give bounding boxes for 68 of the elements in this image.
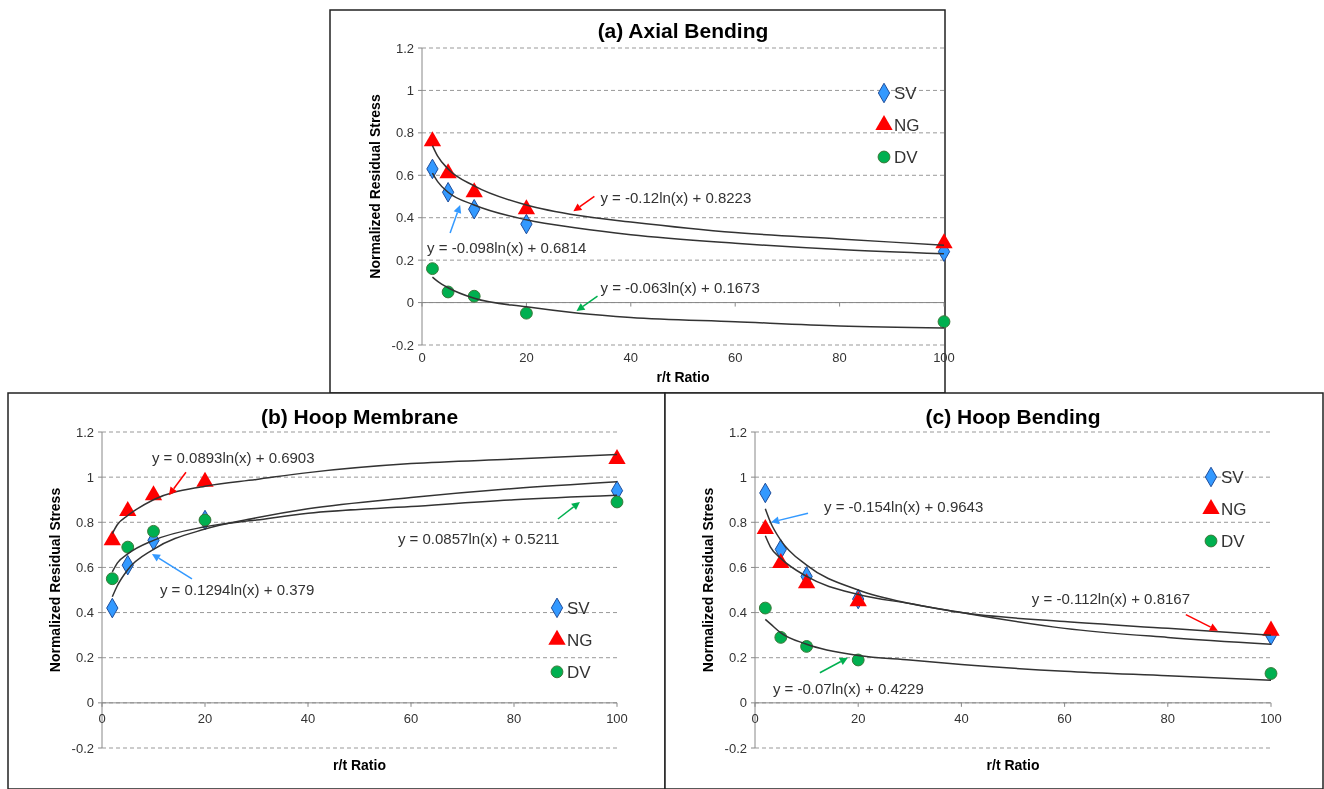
y-tick-label: 0.4 [395, 210, 414, 226]
annotation: y = 0.0893ln(x) + 0.6903 [151, 449, 315, 467]
y-tick-label: 0 [86, 695, 94, 711]
x-tick-label: 40 [300, 710, 316, 726]
legend-label: DV [1221, 532, 1246, 551]
x-tick-label: 0 [751, 710, 759, 726]
legend-label: SV [894, 84, 918, 103]
y-tick-label: 0.2 [395, 252, 414, 268]
x-tick-label: 80 [832, 350, 847, 365]
x-tick-label: 60 [727, 350, 743, 365]
y-tick-label: 0.8 [75, 514, 94, 530]
chart-title: (b) Hoop Membrane [260, 405, 459, 428]
y-axis-title: Normalized Residual Stress [367, 94, 383, 279]
legend-label: DV [567, 662, 592, 682]
x-tick-label: 20 [197, 710, 213, 726]
x-tick-label: 60 [1057, 710, 1072, 726]
x-tick-label: 20 [519, 350, 534, 365]
x-tick-label: 20 [850, 710, 866, 726]
y-tick-label: 0.6 [728, 559, 747, 575]
x-tick-label: 80 [1160, 710, 1176, 726]
y-tick-label: 0.8 [728, 514, 747, 530]
y-tick-label: 0 [739, 695, 747, 711]
y-tick-label: -0.2 [391, 337, 414, 353]
y-axis-title: Normalized Residual Stress [47, 487, 63, 673]
y-tick-label: 1.2 [728, 424, 747, 440]
y-tick-label: 0.2 [75, 650, 94, 666]
annotation: y = -0.12ln(x) + 0.8223 [600, 188, 752, 206]
y-tick-label: 1 [86, 469, 94, 485]
y-tick-label: 0.2 [728, 650, 747, 666]
annotation: y = 0.1294ln(x) + 0.379 [159, 581, 315, 599]
x-axis-title: r/t Ratio [656, 369, 710, 385]
x-tick-label: 0 [98, 710, 106, 726]
y-tick-label: 0.6 [395, 167, 414, 183]
y-tick-label: -0.2 [724, 740, 747, 756]
legend-label: NG [1221, 500, 1247, 519]
y-tick-label: 0.4 [75, 605, 94, 621]
y-tick-label: -0.2 [71, 740, 94, 756]
legend-label: DV [894, 148, 919, 167]
annotation: y = -0.154ln(x) + 0.9643 [824, 497, 984, 515]
y-tick-label: 1 [739, 469, 747, 485]
legend-label: SV [1221, 468, 1245, 487]
x-tick-label: 100 [606, 710, 628, 726]
annotation: y = 0.0857ln(x) + 0.5211 [397, 530, 560, 548]
y-tick-label: 1.2 [395, 40, 414, 56]
legend-label: NG [567, 630, 593, 650]
y-tick-label: 0.8 [395, 125, 414, 141]
annotation: y = -0.112ln(x) + 0.8167 [1031, 589, 1191, 607]
annotation: y = -0.098ln(x) + 0.6814 [427, 239, 587, 257]
annotation: y = -0.07ln(x) + 0.4229 [772, 679, 924, 697]
legend-label: NG [894, 116, 920, 135]
x-axis-title: r/t Ratio [333, 757, 386, 773]
y-axis-title: Normalized Residual Stress [700, 487, 716, 673]
x-axis-title: r/t Ratio [986, 757, 1040, 773]
legend-label: SV [567, 598, 591, 618]
x-tick-label: 40 [623, 350, 639, 365]
y-tick-label: 1.2 [75, 424, 94, 440]
x-tick-label: 40 [954, 710, 969, 726]
y-tick-label: 1 [406, 82, 414, 98]
y-tick-label: 0.4 [728, 605, 747, 621]
x-tick-label: 0 [418, 350, 426, 365]
y-tick-label: 0 [406, 295, 414, 311]
chart-title: (c) Hoop Bending [925, 405, 1101, 428]
chart-title: (a) Axial Bending [597, 19, 769, 42]
y-tick-label: 0.6 [75, 559, 94, 575]
annotation: y = -0.063ln(x) + 0.1673 [600, 279, 760, 297]
x-tick-label: 100 [1260, 710, 1282, 726]
x-tick-label: 60 [403, 710, 419, 726]
x-tick-label: 80 [506, 710, 522, 726]
